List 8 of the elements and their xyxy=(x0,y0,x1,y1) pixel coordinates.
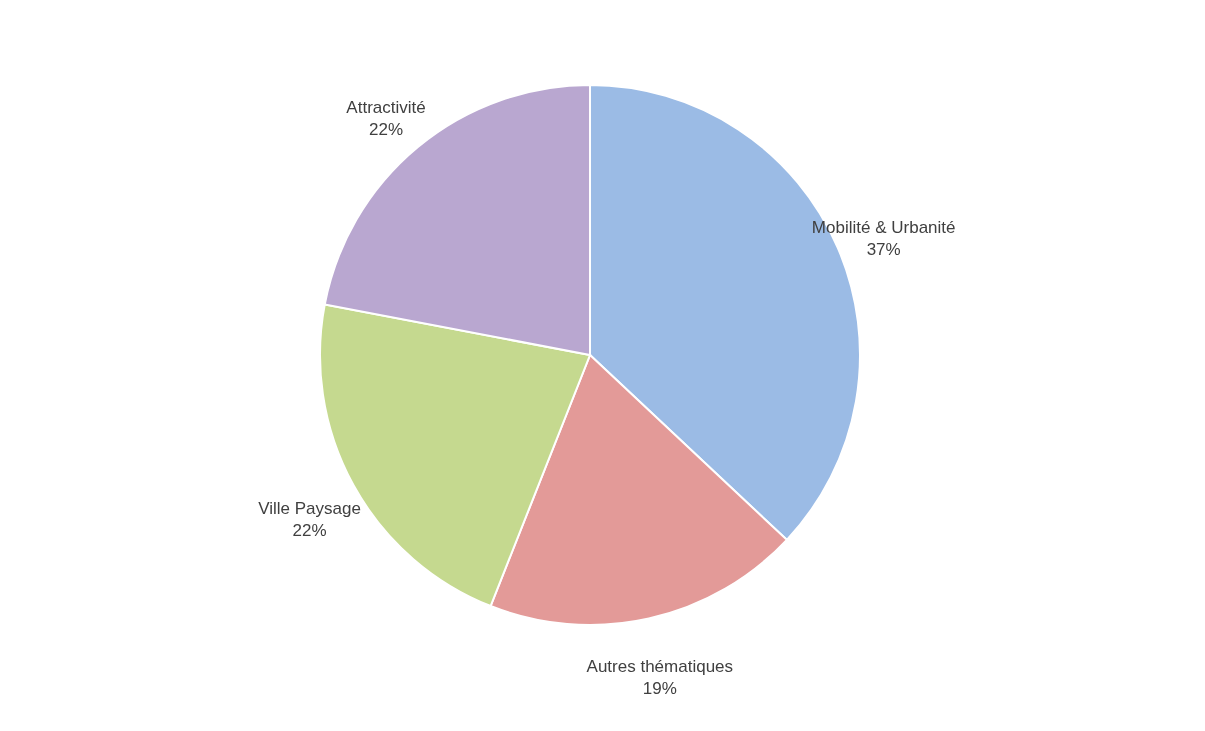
data-label: 37% xyxy=(866,239,901,259)
data-label: 22% xyxy=(292,521,327,541)
data-label: 19% xyxy=(642,679,677,699)
slice-label: Attractivité xyxy=(346,98,426,118)
slice-label: Autres thématiques xyxy=(586,657,734,677)
slice-label: Mobilité & Urbanité xyxy=(811,217,956,237)
data-label: 22% xyxy=(369,120,404,140)
slice-label: Ville Paysage xyxy=(258,499,361,519)
